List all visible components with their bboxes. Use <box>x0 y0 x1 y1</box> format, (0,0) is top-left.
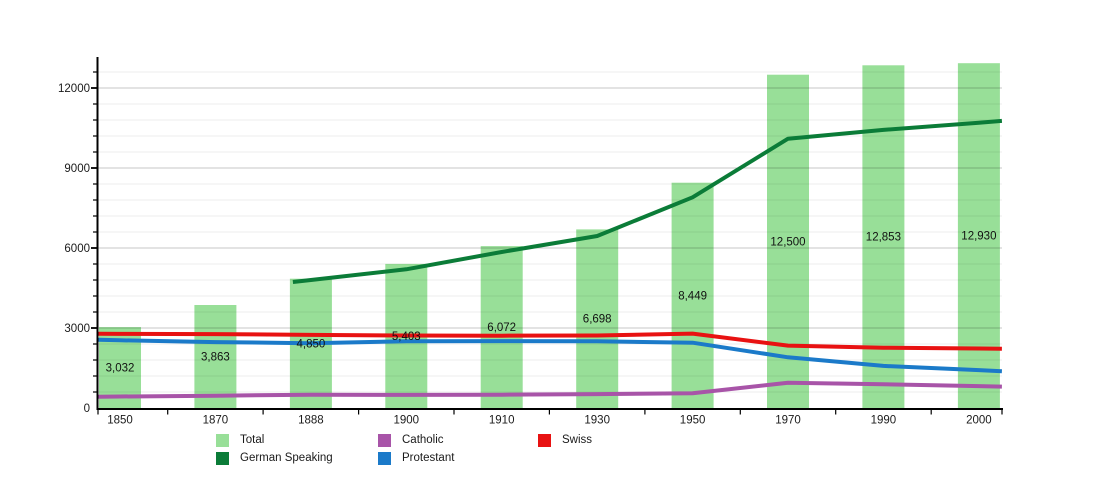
y-tick-label-6000: 6000 <box>64 243 90 255</box>
x-tick-label-1990: 1990 <box>871 415 897 427</box>
x-tick-label-1910: 1910 <box>489 415 515 427</box>
line-series-group <box>97 118 1003 399</box>
bar-label-1990: 12,853 <box>866 232 901 244</box>
bar-1990 <box>862 65 905 409</box>
x-tick-label-1930: 1930 <box>584 415 610 427</box>
x-tick-label-1888: 1888 <box>298 415 324 427</box>
bar-label-1870: 3,863 <box>201 352 230 364</box>
line-catholic <box>97 380 1002 399</box>
bar-label-1850: 3,032 <box>106 363 135 375</box>
y-tick-label-0: 0 <box>84 403 90 415</box>
x-tick-label-1970: 1970 <box>775 415 801 427</box>
bar-labels-group: 3,032 3,863 4,850 5,403 6,072 6,698 8,449 12,50… <box>106 231 997 375</box>
axes-group <box>96 57 1003 410</box>
line-swiss <box>97 331 1002 351</box>
bar-1970 <box>767 74 809 408</box>
bar-label-1970: 12,500 <box>770 236 805 248</box>
x-tick-label-1900: 1900 <box>394 415 420 427</box>
bar-label-1950: 8,449 <box>678 290 707 302</box>
y-tick-label-12000: 12000 <box>58 83 90 95</box>
y-tick-label-3000: 3000 <box>64 323 90 335</box>
y-axis-labels: 0 3000 6000 9000 12000 <box>58 83 90 415</box>
x-axis-labels: 1850 1870 1888 1900 1910 1930 1950 1970 1990 2000 <box>107 415 991 427</box>
bar-1910 <box>480 246 523 408</box>
bar-label-1900: 5,403 <box>392 331 421 343</box>
bar-1950 <box>671 182 714 408</box>
x-tick-label-1870: 1870 <box>203 415 229 427</box>
y-tick-label-9000: 9000 <box>64 163 90 175</box>
x-tick-label-1850: 1850 <box>107 415 133 427</box>
bar-1870 <box>194 305 237 408</box>
gridlines-group <box>98 71 1002 393</box>
ticks-group <box>91 71 1003 415</box>
line-protestant <box>97 337 1002 374</box>
bars-group <box>99 63 1000 409</box>
bar-label-1930: 6,698 <box>583 314 612 326</box>
bar-1930 <box>576 229 619 408</box>
bar-label-1888: 4,850 <box>297 338 326 350</box>
line-german-speaking <box>292 118 1003 284</box>
x-tick-label-2000: 2000 <box>966 415 992 427</box>
x-tick-label-1950: 1950 <box>680 415 706 427</box>
bar-label-1910: 6,072 <box>487 322 516 334</box>
bar-label-2000: 12,930 <box>961 231 996 243</box>
